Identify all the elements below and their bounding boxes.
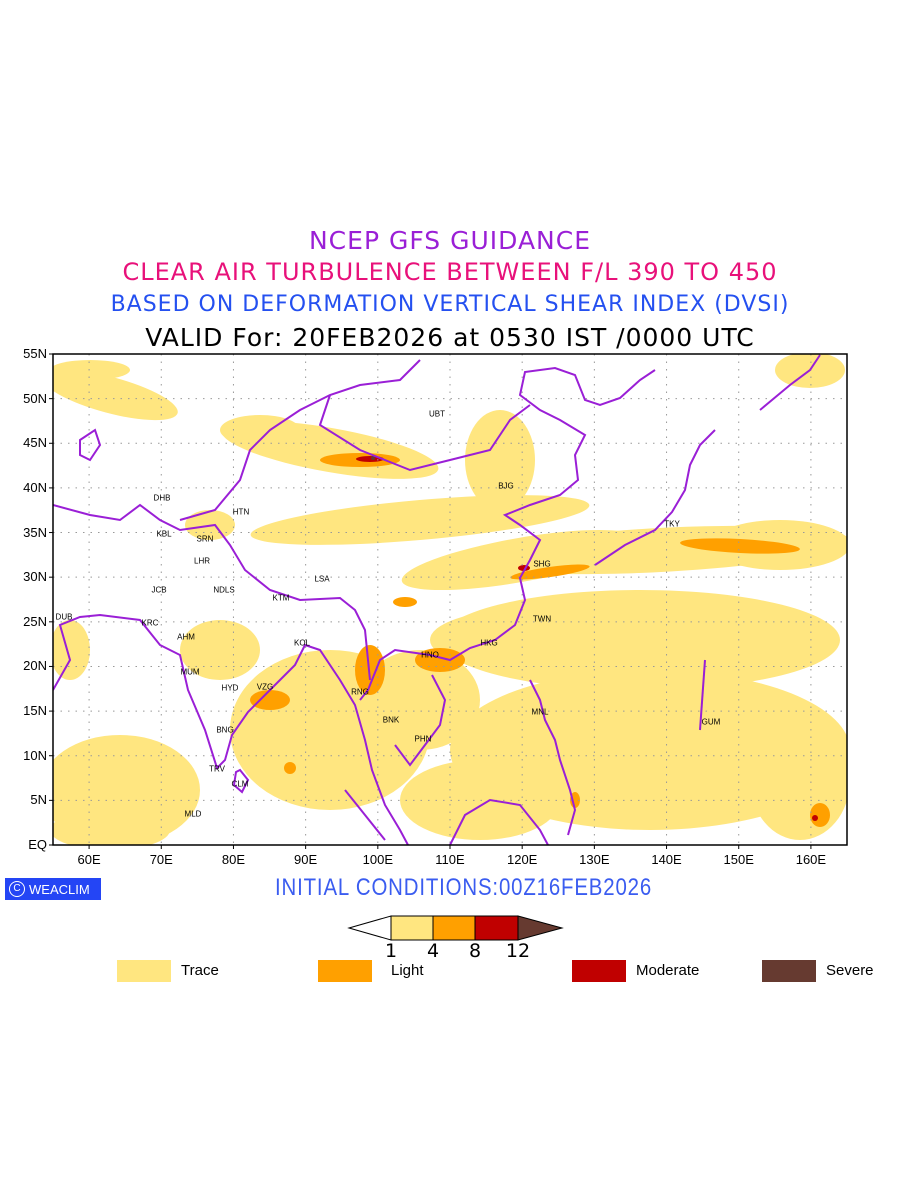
city-label-lhr: LHR [193,556,211,566]
colorbar-label: 8 [468,940,482,962]
colorbar-label: 12 [505,940,531,962]
city-label-bjg: BJG [498,481,514,491]
lat-tick-label: 35N [23,524,47,540]
city-label-trv: TRV [209,764,225,774]
lon-tick-label: 120E [506,852,538,867]
lat-tick-label: 45N [23,435,47,451]
legend-swatch-severe [762,960,816,982]
trace-areas [53,354,847,845]
legend-label-moderate: Moderate [636,962,700,979]
city-label-bng: BNG [216,725,234,735]
city-label-dub: DUB [55,612,73,622]
initial-conditions: INITIAL CONDITIONS:00Z16FEB2026 [275,874,653,901]
city-label-twn: TWN [532,614,552,624]
legend-swatch-moderate [572,960,626,982]
title-model: NCEP GFS GUIDANCE [308,226,591,255]
lon-tick-label: 130E [579,852,610,867]
city-label-hkg: HKG [480,638,498,648]
lat-tick-label: 40N [23,479,47,495]
lon-tick-label: 60E [77,852,101,867]
lon-tick-label: 70E [149,852,173,867]
city-label-srn: SRN [196,534,214,544]
city-label-shg: SHG [533,559,551,569]
lat-tick-label: 55N [23,346,47,361]
city-label-rng: RNG [351,687,369,697]
coastlines-borders [53,354,821,845]
turbulence-field [53,354,847,845]
severe-areas [371,456,375,460]
city-label-ubt: UBT [429,409,445,419]
city-label-krc: KRC [141,618,159,628]
city-label-bnk: BNK [382,715,400,725]
weaclim-logo: C WEACLIM [5,878,101,900]
colorbar-label: 4 [426,940,440,962]
lat-tick-label: 50N [23,390,47,406]
city-label-vzg: VZG [256,682,274,692]
colorbar-light [432,915,476,941]
title-method: BASED ON DEFORMATION VERTICAL SHEAR INDE… [110,292,790,317]
lat-tick-label: 25N [23,613,47,629]
city-label-ndls: NDLS [213,585,235,595]
city-label-ahm: AHM [177,632,195,642]
legend-swatch-light [318,960,372,982]
city-label-gum: GUM [701,717,721,727]
city-label-jcb: JCB [151,585,167,595]
lon-tick-label: 150E [723,852,754,867]
title-product: CLEAR AIR TURBULENCE BETWEEN F/L 390 TO … [122,258,778,286]
city-label-mum: MUM [180,667,200,677]
city-label-mld: MLD [184,809,202,819]
lat-tick-label: 15N [23,703,47,719]
colorbar-label: 1 [384,940,398,962]
colorbar-severe-arrow [517,915,564,941]
lat-tick-label: 30N [23,569,47,585]
lat-tick-label: 5N [30,792,47,808]
city-label-tky: TKY [664,519,680,529]
lat-tick-label: 20N [23,658,47,674]
colorbar-moderate [474,915,519,941]
city-label-hyd: HYD [221,683,239,693]
lon-tick-label: 160E [795,852,827,867]
legend-label-trace: Trace [181,962,219,979]
lon-tick-label: 140E [651,852,682,867]
city-label-hno: HNO [421,650,439,660]
legend-label-severe: Severe [826,962,874,979]
logo-text: WEACLIM [29,881,90,897]
city-label-dhb: DHB [153,493,171,503]
city-label-lsa: LSA [314,574,330,584]
colorbar-under-arrow [347,915,392,941]
lon-tick-label: 80E [221,852,246,867]
lon-tick-label: 100E [362,852,393,867]
city-label-ktm: KTM [272,593,290,603]
lat-tick-label: 10N [23,747,47,763]
legend-label-light: Light [391,962,424,979]
copyright-icon: C [9,881,25,897]
city-label-htn: HTN [232,507,250,517]
city-label-kol: KOL [293,638,311,648]
city-label-clm: CLM [231,779,249,789]
lon-tick-label: 90E [294,852,318,867]
city-label-phn: PHN [414,734,432,744]
city-label-mnl: MNL [531,707,549,717]
city-label-kbl: KBL [156,529,172,539]
legend-swatch-trace [117,960,171,982]
colorbar-trace [390,915,434,941]
colorbar [347,915,564,941]
title-valid-time: VALID For: 20FEB2026 at 0530 IST /0000 U… [145,323,755,352]
lon-tick-label: 110E [435,852,465,867]
lat-tick-label: EQ [28,837,47,852]
